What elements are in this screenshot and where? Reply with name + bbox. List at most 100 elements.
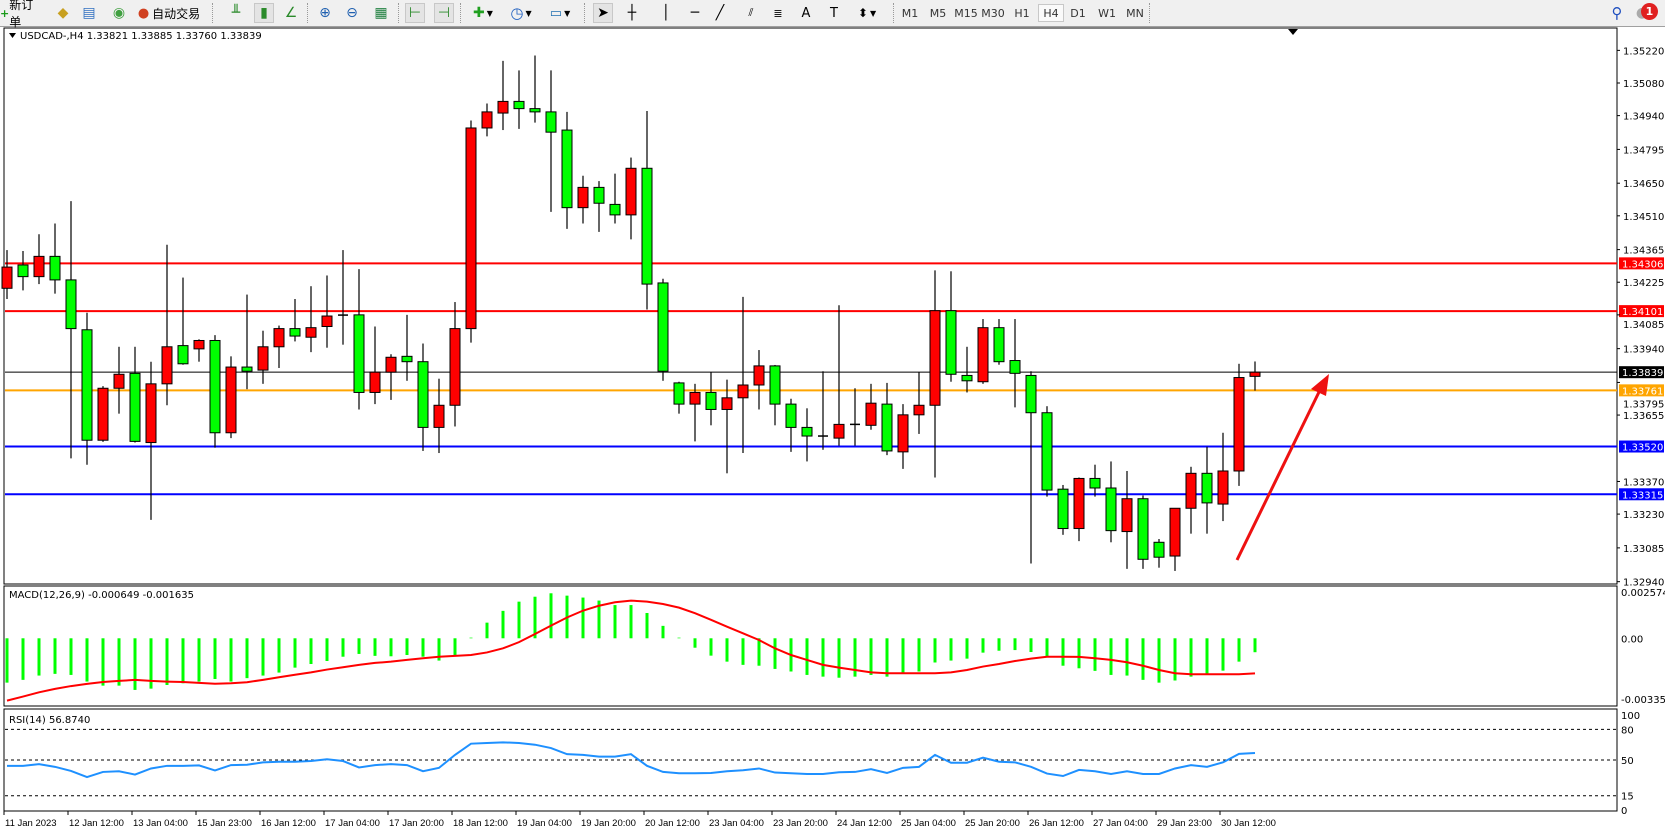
timeframe-m30[interactable]: M30 [981, 6, 1005, 20]
candle-body [977, 327, 989, 383]
candle [1233, 363, 1245, 486]
candle-body [705, 391, 717, 410]
tile-windows-icon[interactable]: ▦ [374, 5, 388, 21]
price-tick-label: 1.34365 [1623, 246, 1664, 257]
candle-body [481, 111, 493, 129]
candle-body [257, 346, 269, 371]
time-tick-label: 12 Jan 12:00 [69, 818, 124, 829]
candle-body [65, 279, 77, 330]
indicators-button[interactable]: ✚ ▼ [468, 3, 498, 23]
candle [593, 181, 605, 232]
trend-arrow[interactable] [1235, 389, 1322, 561]
candle [545, 70, 557, 212]
candle-body [401, 355, 413, 363]
templates-button[interactable]: ▭ ▼ [545, 3, 575, 23]
toolbar-separator [212, 3, 213, 23]
candle-body [193, 339, 205, 350]
candle [17, 251, 29, 291]
candle [177, 277, 189, 365]
timeframe-d1[interactable]: D1 [1070, 6, 1086, 20]
trendline-icon[interactable]: ╱ [715, 5, 725, 21]
template-icon: ▭ [549, 5, 563, 21]
zoom-out-icon[interactable]: ⊖ [346, 5, 358, 21]
rsi-tick-label: 15 [1621, 792, 1634, 803]
equidistant-channel-icon[interactable]: ⫽ [748, 6, 754, 19]
timeframe-m15[interactable]: M15 [954, 6, 978, 20]
price-tick-label: 1.34225 [1623, 278, 1664, 289]
periods-button[interactable]: ◷ ▼ [506, 3, 536, 23]
auto-scroll-icon[interactable]: ⊢ [405, 3, 425, 23]
rsi-panel [5, 728, 1617, 797]
timeframe-m5[interactable]: M5 [929, 6, 947, 20]
timeframe-m1[interactable]: M1 [901, 6, 919, 20]
arrows-button[interactable]: ⬍ ▼ [852, 3, 882, 23]
candle [481, 103, 493, 137]
market-watch-icon[interactable]: ◆ [57, 5, 69, 21]
chart-shift-icon[interactable]: ⊣ [434, 3, 454, 23]
collapse-triangle-icon[interactable] [9, 33, 16, 38]
candle-body [1025, 374, 1037, 414]
fibonacci-icon[interactable]: ≣ [773, 6, 783, 20]
timeframe-h4[interactable]: H4 [1038, 4, 1064, 22]
crosshair-icon[interactable]: ┼ [627, 5, 637, 21]
candle [145, 361, 157, 520]
candle [369, 326, 381, 405]
horizontal-line-icon[interactable]: ─ [690, 5, 700, 21]
new-order-button[interactable]: + 新订单 [0, 0, 34, 29]
candle [33, 234, 45, 285]
candlestick-chart-icon[interactable]: ▮ [254, 3, 274, 23]
candle-body [945, 310, 957, 375]
candle-body [113, 373, 125, 389]
candle-body [897, 414, 909, 453]
rsi-header: RSI(14) 56.8740 [9, 715, 90, 726]
timeframe-mn[interactable]: MN [1126, 6, 1144, 20]
zoom-in-icon[interactable]: ⊕ [319, 5, 331, 21]
trend-arrow-head[interactable] [1311, 374, 1329, 396]
data-window-icon[interactable]: ▤ [82, 5, 96, 21]
candle-body [33, 255, 45, 278]
candle [609, 173, 621, 224]
time-tick-label: 27 Jan 04:00 [1093, 818, 1148, 829]
candle [465, 120, 477, 343]
toolbar-separator [307, 3, 308, 23]
candle-body [1153, 541, 1165, 558]
indicators-icon: ✚ [473, 5, 485, 21]
timeframe-w1[interactable]: W1 [1098, 6, 1116, 20]
auto-trade-button[interactable]: ● 自动交易 [137, 5, 201, 21]
vertical-line-icon[interactable]: │ [661, 5, 671, 21]
candle [1057, 484, 1069, 535]
candle-body [497, 100, 509, 114]
candle [641, 110, 653, 310]
search-icon[interactable]: ⚲ [1611, 4, 1623, 22]
line-chart-icon[interactable]: ∠ [284, 5, 298, 21]
candle-body [433, 404, 445, 428]
rsi-line [7, 741, 1256, 779]
text-label-icon[interactable]: T [830, 5, 838, 21]
bar-chart-icon[interactable]: ╨ [231, 5, 241, 21]
price-tick-label: 1.33230 [1623, 510, 1664, 521]
text-tool-icon[interactable]: A [801, 5, 811, 21]
price-level-label: 1.33839 [1622, 368, 1663, 379]
chart-header: USDCAD-,H4 1.33821 1.33885 1.33760 1.338… [20, 31, 262, 42]
candle-body [801, 426, 813, 437]
navigator-icon[interactable]: ◉ [112, 5, 126, 21]
price-tick-label: 1.33085 [1623, 544, 1664, 555]
cursor-tool-icon[interactable]: ➤ [593, 3, 613, 23]
candle [161, 244, 173, 406]
candle [1121, 470, 1133, 569]
arrows-icon: ⬍ [857, 6, 868, 20]
candle [81, 312, 93, 465]
time-tick-label: 16 Jan 12:00 [261, 818, 316, 829]
chart-shift-marker[interactable] [1288, 29, 1298, 35]
dropdown-arrow-icon: ▼ [564, 8, 571, 18]
candle-body [1121, 498, 1133, 533]
candle [833, 305, 845, 446]
time-tick-label: 19 Jan 20:00 [581, 818, 636, 829]
candle-body [1185, 472, 1197, 509]
candle-body [369, 371, 381, 393]
candle [705, 372, 717, 426]
candle [625, 157, 637, 240]
candle [193, 339, 205, 362]
timeframe-h1[interactable]: H1 [1014, 6, 1030, 20]
